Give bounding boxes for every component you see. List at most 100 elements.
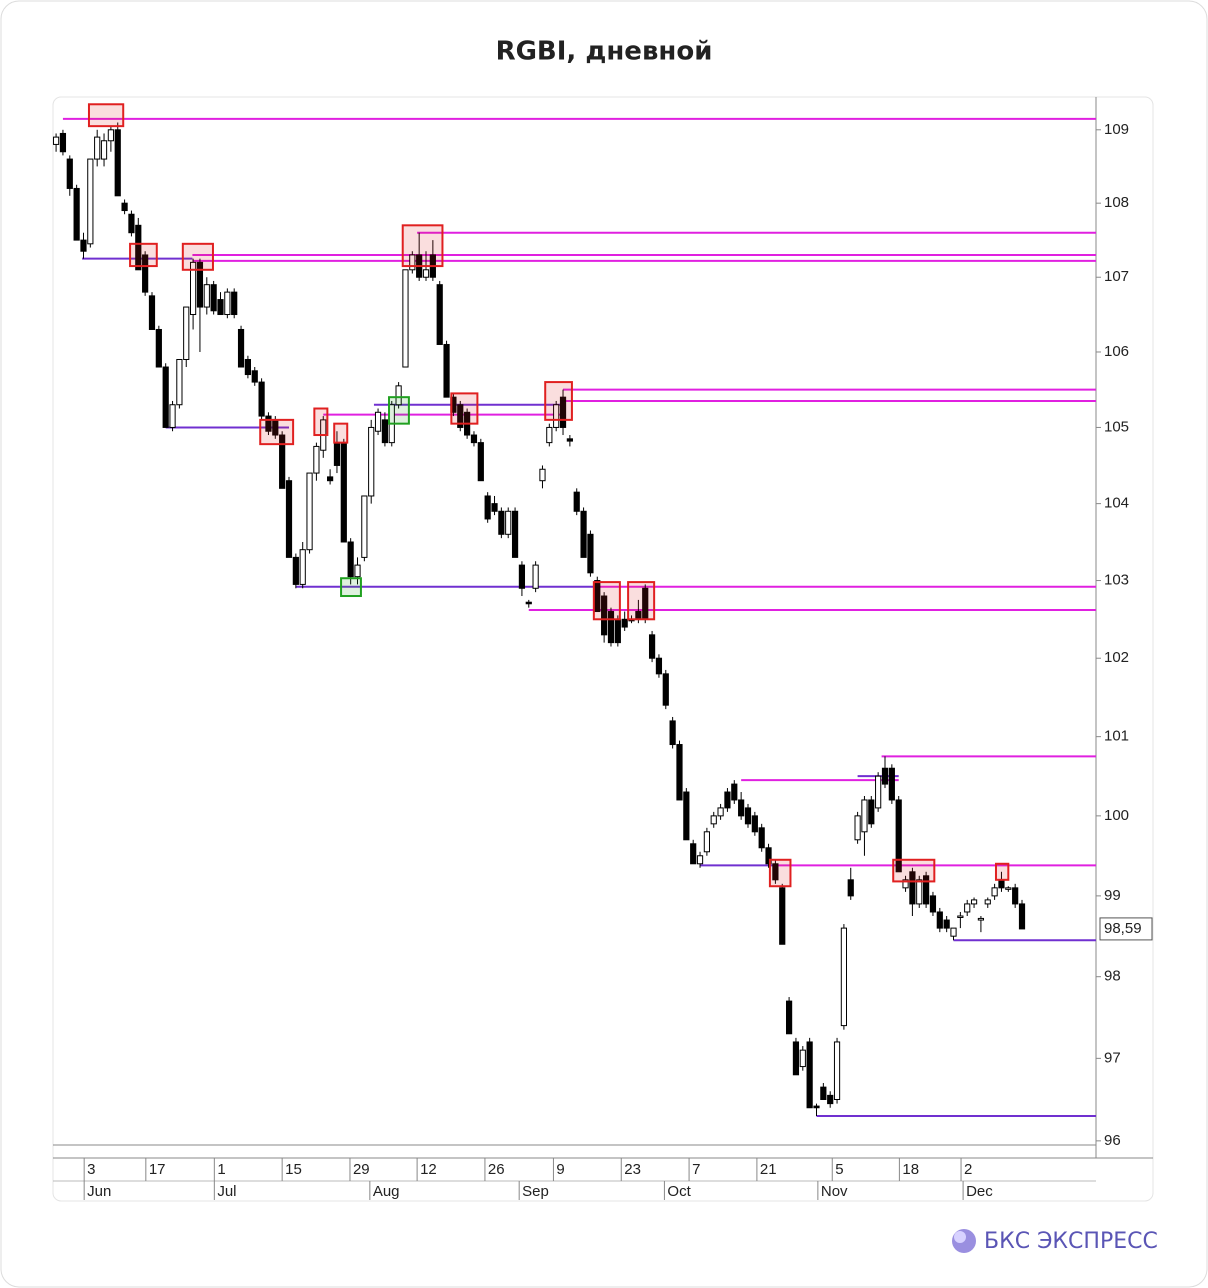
candle-body bbox=[785, 1000, 793, 1035]
candle-body bbox=[354, 564, 361, 578]
y-tick-label: 106 bbox=[1104, 343, 1129, 360]
candle-body bbox=[135, 224, 142, 271]
candle-body bbox=[820, 1086, 827, 1100]
candle-body bbox=[854, 815, 861, 841]
candle-body bbox=[279, 434, 286, 489]
candle-body bbox=[703, 831, 710, 853]
x-tick-label: 17 bbox=[149, 1161, 166, 1178]
candle-body bbox=[758, 827, 765, 849]
candle-body bbox=[779, 887, 786, 945]
candle-body bbox=[840, 927, 847, 1027]
y-tick-label: 103 bbox=[1104, 572, 1129, 589]
x-tick-label: 15 bbox=[285, 1161, 302, 1178]
candle-body bbox=[66, 158, 73, 189]
candle-body bbox=[669, 720, 676, 746]
candle-body bbox=[409, 254, 416, 271]
candle-body bbox=[422, 269, 430, 278]
x-tick-label: 12 bbox=[420, 1161, 437, 1178]
candle-body bbox=[505, 510, 512, 535]
candle-body bbox=[59, 132, 67, 153]
candle-body bbox=[395, 385, 402, 406]
candle-body bbox=[827, 1094, 834, 1105]
highlight-box bbox=[768, 858, 792, 888]
candle-body bbox=[573, 491, 580, 512]
candle-body bbox=[340, 442, 347, 543]
candle-body bbox=[984, 899, 991, 905]
candle-body bbox=[587, 533, 594, 574]
candle-body bbox=[546, 426, 553, 444]
highlight-box bbox=[340, 577, 362, 598]
candle-body bbox=[368, 426, 375, 497]
candle-body bbox=[833, 1041, 841, 1100]
candle-body bbox=[443, 343, 450, 398]
candle-body bbox=[80, 239, 87, 252]
candle-body bbox=[1012, 887, 1019, 905]
candle-body bbox=[648, 634, 656, 659]
candle-body bbox=[881, 767, 889, 785]
x-tick-label: 7 bbox=[692, 1161, 700, 1178]
candle-body bbox=[518, 564, 526, 589]
candle-body bbox=[710, 815, 717, 825]
candle-body bbox=[690, 843, 697, 865]
candle-body bbox=[142, 254, 149, 293]
candle-body bbox=[813, 1105, 820, 1109]
y-tick-label: 109 bbox=[1104, 121, 1129, 138]
candle-body bbox=[128, 213, 135, 234]
candle-body bbox=[477, 442, 484, 482]
candle-body bbox=[237, 328, 245, 368]
candle-body bbox=[155, 328, 162, 368]
x-tick-label: 26 bbox=[488, 1161, 505, 1178]
candle-body bbox=[970, 899, 978, 905]
x-tick-label: 18 bbox=[902, 1161, 919, 1178]
candle-body bbox=[87, 158, 94, 245]
candle-body bbox=[169, 404, 176, 428]
month-label: Jul bbox=[217, 1183, 236, 1200]
candle-body bbox=[374, 411, 382, 432]
candle-body bbox=[724, 791, 731, 809]
y-tick-label: 98 bbox=[1104, 968, 1121, 985]
candle-body bbox=[470, 434, 478, 444]
brand-logo-shine bbox=[954, 1231, 966, 1243]
candle-body bbox=[929, 895, 937, 913]
candle-body bbox=[244, 358, 251, 376]
highlight-box bbox=[388, 396, 410, 425]
candle-body bbox=[148, 295, 156, 330]
candle-body bbox=[614, 618, 621, 644]
candle-body bbox=[457, 404, 464, 428]
candle-body bbox=[738, 799, 745, 817]
candle-body bbox=[806, 1041, 813, 1109]
candle-body bbox=[916, 879, 923, 905]
candle-body bbox=[765, 847, 772, 865]
candle-body bbox=[744, 807, 752, 825]
month-label: Nov bbox=[821, 1183, 848, 1200]
highlight-box bbox=[259, 418, 295, 446]
candle-body bbox=[196, 261, 204, 308]
y-tick-label: 104 bbox=[1104, 495, 1129, 512]
y-tick-label: 101 bbox=[1104, 728, 1129, 745]
highlight-box bbox=[544, 381, 573, 421]
candle-body bbox=[957, 915, 964, 919]
candle-body bbox=[491, 503, 498, 512]
candle-body bbox=[909, 871, 916, 905]
candle-body bbox=[217, 299, 224, 316]
x-tick-label: 9 bbox=[556, 1161, 564, 1178]
x-tick-label: 5 bbox=[835, 1161, 843, 1178]
month-label: Jun bbox=[87, 1183, 111, 1200]
candle-body bbox=[662, 673, 669, 706]
candle-body bbox=[950, 927, 957, 937]
candle-body bbox=[621, 618, 628, 628]
x-tick-label: 21 bbox=[760, 1161, 777, 1178]
x-tick-label: 29 bbox=[353, 1161, 370, 1178]
candle-body bbox=[306, 472, 313, 551]
last-price-box bbox=[1099, 917, 1153, 941]
candle-body bbox=[327, 476, 334, 482]
candle-body bbox=[553, 404, 560, 428]
candle-body bbox=[107, 129, 114, 142]
candle-body bbox=[361, 495, 368, 558]
candle-body bbox=[532, 564, 539, 589]
candle-body bbox=[696, 855, 704, 865]
candle-body bbox=[895, 799, 902, 873]
candle-body bbox=[333, 442, 341, 466]
y-tick-label: 100 bbox=[1104, 807, 1129, 824]
